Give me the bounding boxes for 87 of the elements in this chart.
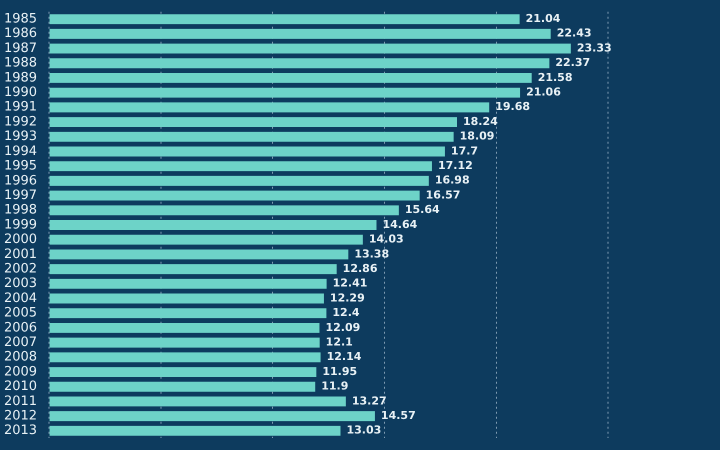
bar (50, 102, 490, 112)
data-label: 13.38 (354, 247, 390, 260)
data-label: 19.68 (495, 100, 530, 114)
data-label: 21.06 (526, 86, 562, 99)
bar (50, 234, 363, 245)
y-tick-label: 2013 (4, 423, 38, 438)
bar (50, 338, 320, 348)
bar (50, 44, 571, 54)
bar (50, 382, 316, 392)
y-tick-label: 1987 (4, 40, 38, 56)
data-label: 17.7 (450, 144, 478, 158)
bar (50, 58, 550, 68)
data-label: 12.86 (342, 262, 378, 275)
bar (50, 308, 326, 318)
y-tick-label: 1986 (4, 26, 38, 42)
bar (50, 73, 532, 83)
y-tick-label: 1995 (4, 158, 38, 174)
y-tick-label: 2002 (4, 261, 38, 276)
y-tick-label: 2009 (4, 364, 38, 380)
y-tick-label: 2012 (4, 408, 38, 424)
y-tick-label: 2004 (4, 290, 38, 306)
data-label: 16.98 (434, 174, 470, 187)
data-label: 22.37 (555, 56, 590, 70)
y-tick-label: 2008 (4, 350, 38, 365)
data-label: 12.09 (325, 320, 360, 334)
bar (50, 294, 324, 304)
y-tick-label: 1998 (4, 202, 38, 218)
y-tick-label: 1992 (4, 114, 38, 130)
data-label: 16.57 (426, 188, 460, 202)
data-label: 12.1 (326, 335, 353, 348)
bar (50, 396, 346, 406)
bar (50, 14, 520, 24)
y-tick-label: 2010 (4, 379, 38, 394)
bar (50, 28, 551, 39)
bar (50, 322, 320, 333)
y-tick-label: 1994 (4, 144, 38, 159)
data-label: 23.33 (576, 41, 612, 54)
bar (50, 132, 454, 142)
data-label: 17.12 (438, 159, 473, 172)
y-tick-label: 1996 (4, 173, 38, 188)
data-label: 14.57 (380, 409, 416, 422)
y-tick-label: 1991 (4, 100, 38, 115)
y-tick-label: 1993 (4, 129, 38, 144)
y-tick-label: 1990 (4, 85, 38, 100)
y-tick-label: 2005 (4, 306, 38, 321)
y-tick-label: 2001 (4, 246, 38, 262)
data-label: 18.24 (463, 114, 498, 128)
bar (50, 161, 432, 172)
data-label: 12.14 (326, 350, 362, 364)
y-tick-label: 2007 (4, 335, 38, 350)
data-label: 12.41 (332, 276, 368, 290)
bar (50, 352, 321, 362)
data-label: 14.64 (382, 218, 418, 231)
data-label: 13.03 (346, 424, 382, 437)
bar (50, 249, 348, 260)
data-label: 14.03 (368, 232, 404, 246)
y-tick-label: 1989 (4, 70, 38, 86)
bar (50, 264, 337, 274)
y-tick-label: 2003 (4, 276, 38, 292)
data-label: 15.64 (404, 203, 440, 216)
bar (50, 411, 375, 422)
data-label: 21.04 (526, 12, 561, 26)
y-tick-label: 1999 (4, 217, 38, 232)
data-label: 13.27 (352, 394, 387, 408)
bar (50, 88, 520, 98)
data-label: 11.95 (322, 364, 358, 378)
data-label: 12.4 (332, 306, 360, 320)
bar (50, 220, 376, 230)
y-tick-label: 1985 (4, 12, 38, 27)
bar (50, 146, 445, 156)
y-tick-label: 1988 (4, 56, 38, 71)
bar (50, 190, 420, 201)
y-tick-label: 1997 (4, 188, 38, 203)
data-label: 11.9 (321, 380, 348, 393)
y-tick-label: 2011 (4, 394, 38, 409)
y-tick-label: 2000 (4, 232, 38, 248)
bar (50, 176, 429, 186)
data-label: 21.58 (538, 70, 572, 84)
data-label: 18.09 (460, 130, 494, 143)
bar (50, 278, 327, 289)
bar (50, 205, 399, 216)
bar (50, 117, 457, 128)
data-label: 12.29 (330, 291, 365, 304)
bar (50, 426, 340, 436)
data-label: 22.43 (556, 26, 592, 40)
y-tick-label: 2006 (4, 320, 38, 336)
bar (50, 367, 316, 377)
